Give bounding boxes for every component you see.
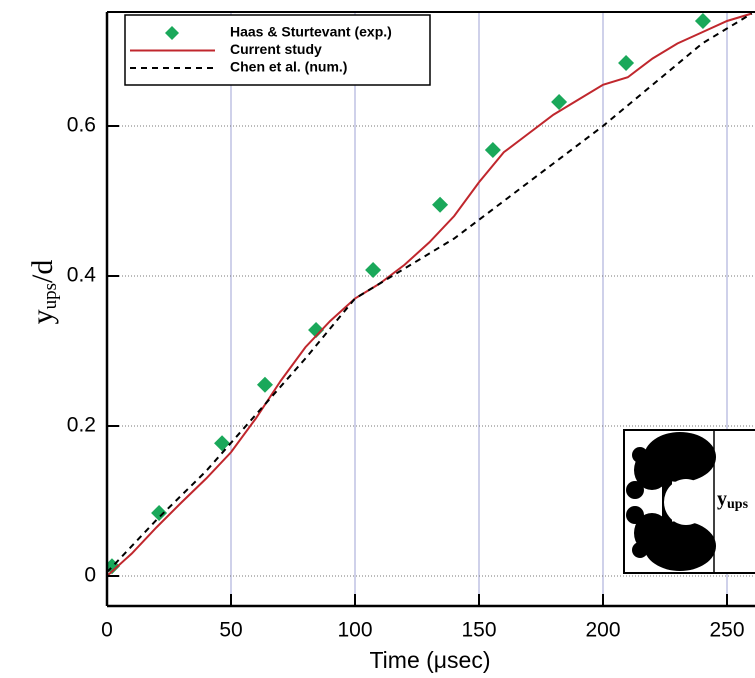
x-axis-label: Time (μsec) — [369, 647, 490, 673]
x-tick-label: 200 — [585, 619, 620, 642]
data-point — [484, 142, 501, 158]
grid — [106, 12, 755, 606]
data-point — [308, 322, 325, 338]
x-tick-label: 250 — [709, 619, 744, 642]
inset-label: yups — [717, 488, 749, 513]
legend-symbol — [165, 26, 179, 40]
y-tick-label: 0.6 — [67, 114, 96, 137]
data-point — [694, 13, 711, 29]
data-point — [151, 505, 168, 521]
data-point — [365, 262, 382, 278]
legend-entries: Haas & Sturtevant (exp.)Current study Che… — [130, 24, 392, 75]
legend-label: Current study — [230, 41, 322, 57]
x-tick-label: 0 — [101, 619, 113, 642]
y-tick-label: 0.2 — [67, 414, 96, 437]
data-point — [551, 94, 568, 110]
legend-label: Chen et al. (num.) — [230, 59, 347, 75]
data-point — [432, 196, 449, 213]
y-tick-label: 0 — [84, 564, 96, 587]
x-tick-label: 50 — [219, 619, 242, 642]
data-line — [107, 12, 753, 573]
inset: yups — [623, 429, 755, 574]
y-tick-label: 0.4 — [67, 264, 97, 287]
inset-shape — [626, 432, 716, 571]
y-axis-label: yups/d — [26, 260, 61, 325]
data-line — [107, 12, 753, 577]
x-tick-label: 100 — [337, 619, 372, 642]
data-point — [618, 55, 635, 71]
data-point — [256, 376, 273, 393]
plot-area — [107, 12, 753, 577]
x-tick-label: 150 — [461, 619, 496, 642]
data-point — [214, 435, 231, 452]
legend-label: Haas & Sturtevant (exp.) — [230, 24, 392, 40]
